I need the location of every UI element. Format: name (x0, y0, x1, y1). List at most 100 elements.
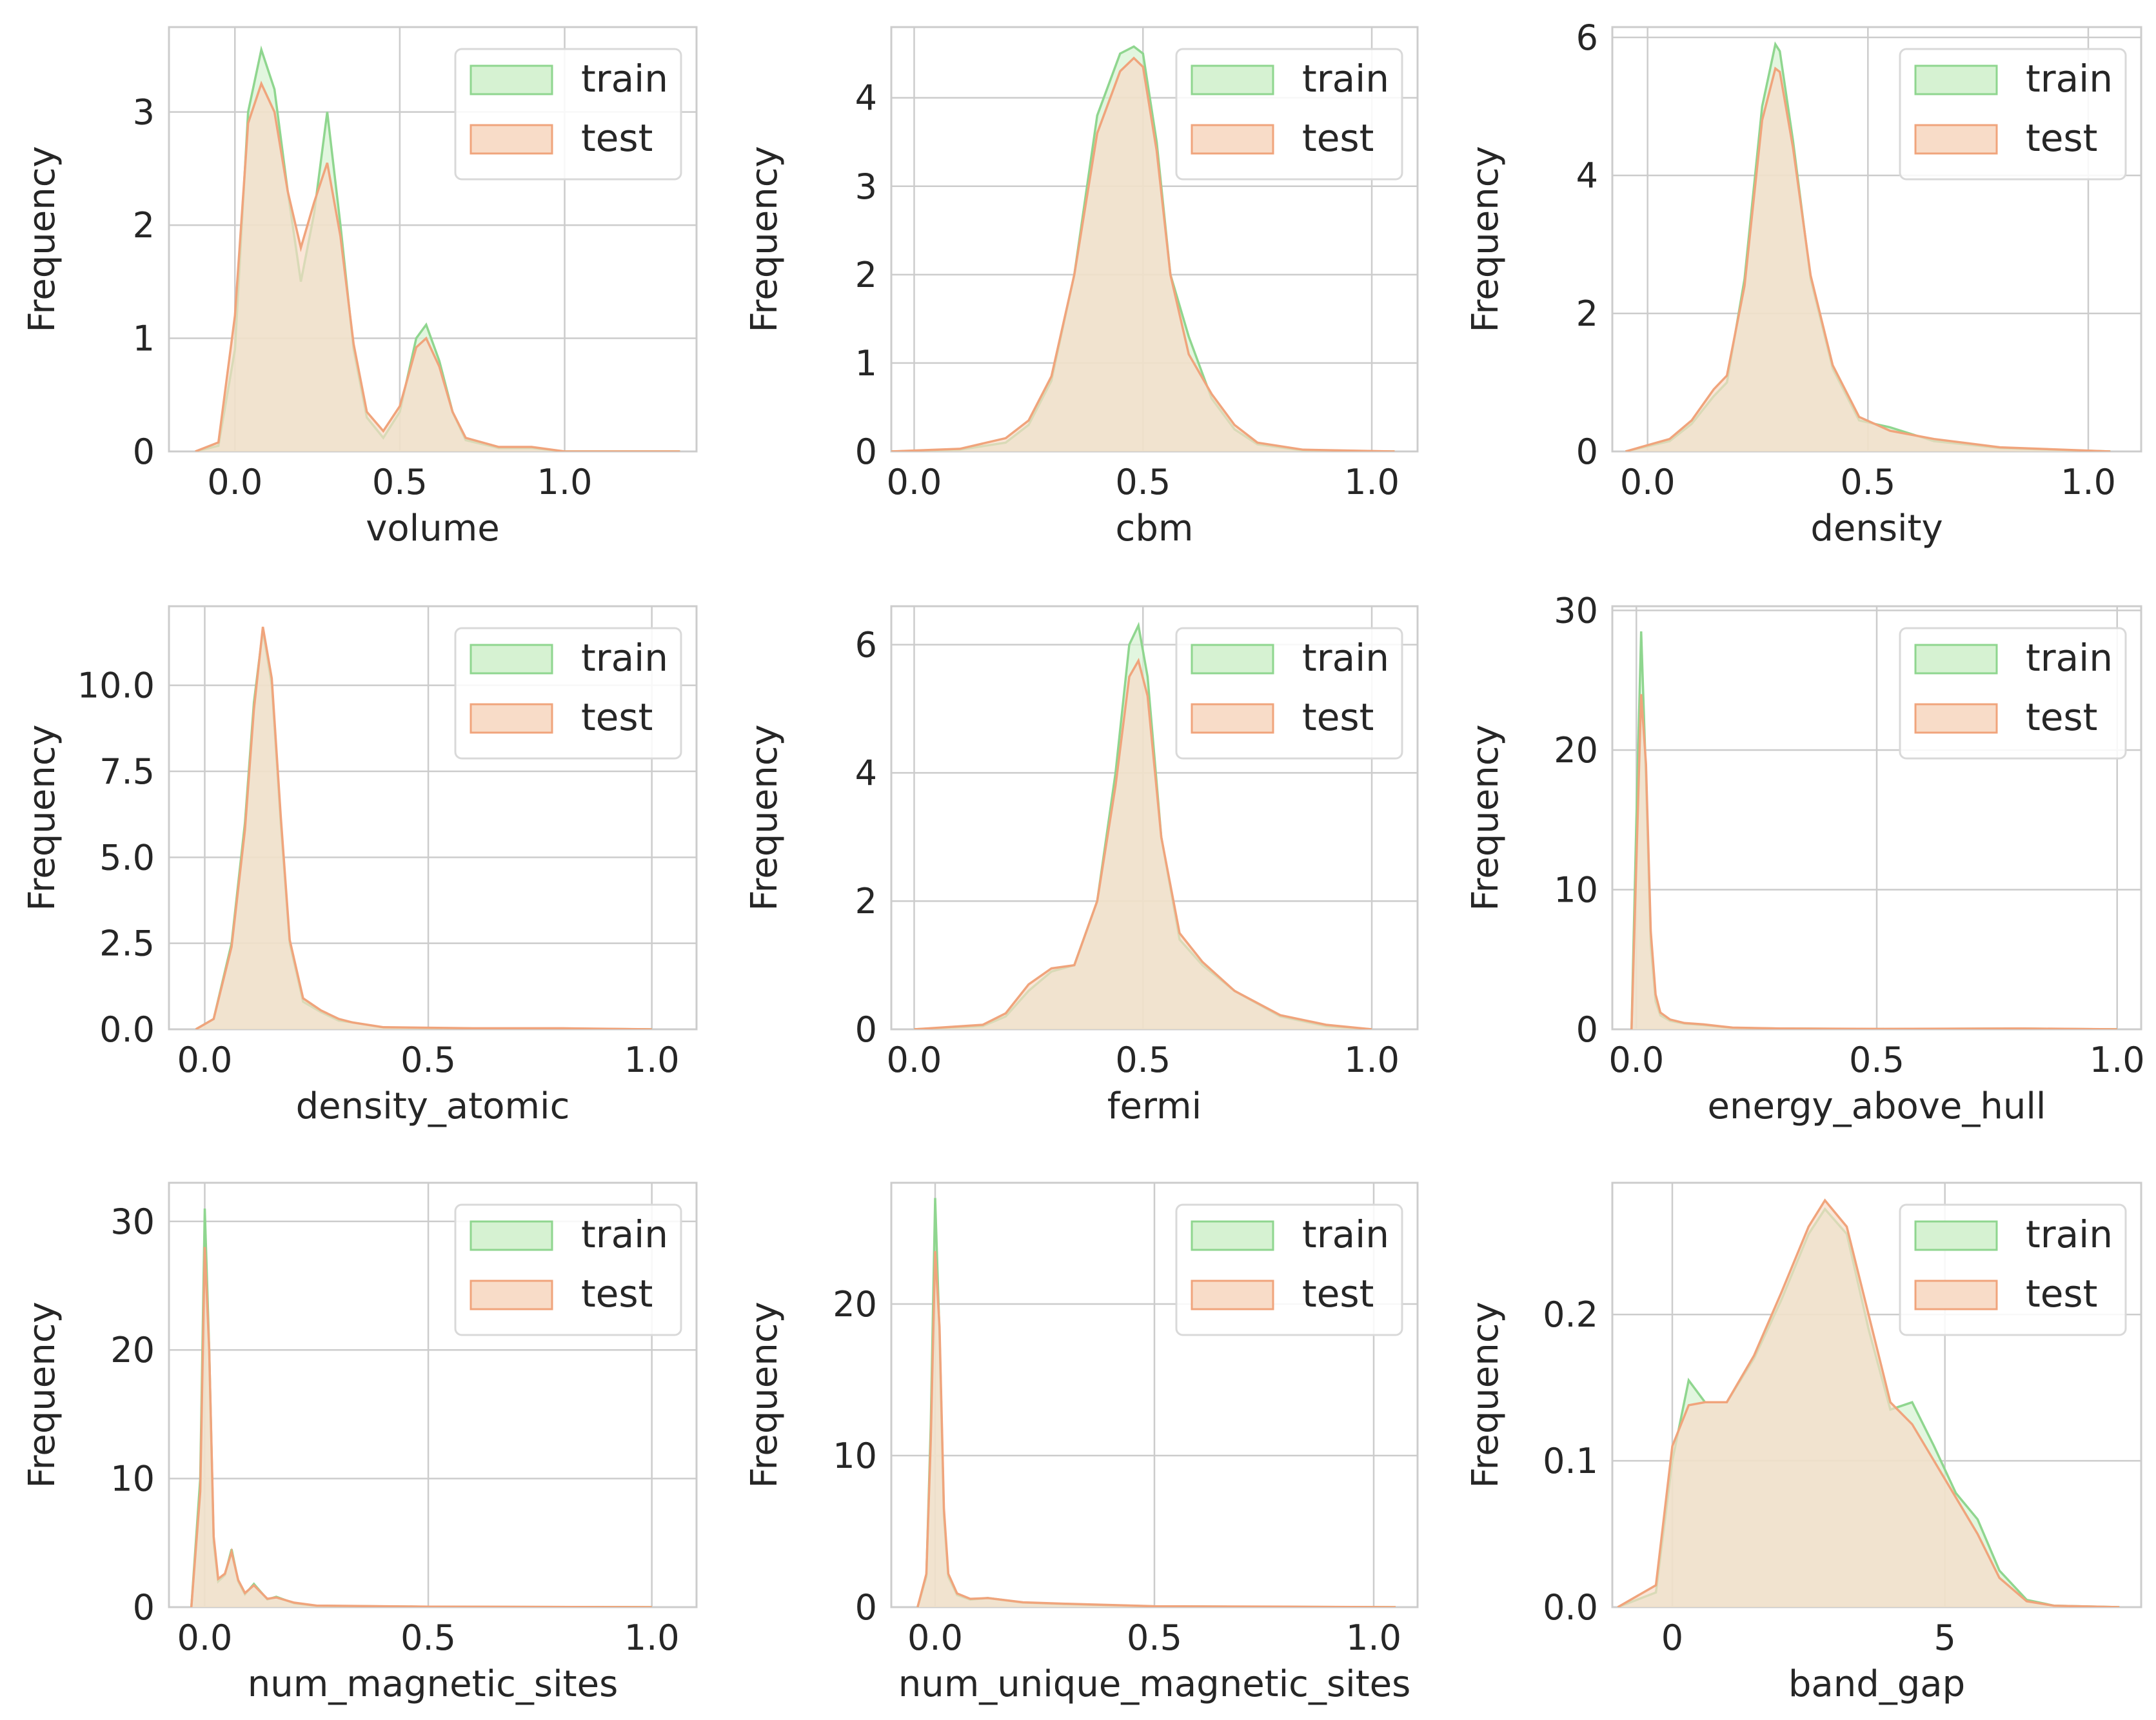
y-axis-label: Frequency (1465, 146, 1507, 332)
legend: train test (1175, 627, 1403, 760)
x-tick-label: 0.5 (1840, 462, 1895, 502)
legend-label-test: test (581, 695, 653, 739)
series-group (1625, 41, 2111, 451)
x-tick-label: 1.0 (624, 1617, 680, 1658)
series-line-test (916, 1250, 1396, 1607)
y-tick-label: 2 (855, 255, 877, 295)
y-axis-label: Frequency (21, 146, 63, 332)
x-axis-label: density (1810, 508, 1943, 549)
legend-swatch-test (1191, 1280, 1274, 1310)
legend-swatch-test (470, 124, 553, 155)
x-axis-label: band_gap (1788, 1663, 1965, 1705)
x-axis-label: density_atomic (296, 1085, 570, 1127)
legend: train test (454, 627, 682, 760)
y-axis-label: Frequency (21, 724, 63, 911)
y-tick-label: 0 (133, 1587, 155, 1628)
series-line-test (1630, 694, 2117, 1029)
legend: train test (1899, 48, 2127, 181)
series-area-test (1625, 68, 2111, 451)
x-axis-label: energy_above_hull (1708, 1085, 2046, 1127)
x-tick-label: 0.5 (1115, 1040, 1171, 1080)
y-tick-label: 10 (110, 1459, 155, 1499)
panel-volume: 0.0 0.5 1.0 0 1 2 3 volume Frequency train test (21, 26, 698, 549)
legend-swatch-train (1914, 64, 1998, 95)
y-tick-label: 7.5 (99, 751, 155, 792)
y-tick-label: 20 (1554, 730, 1598, 771)
y-tick-label: 20 (833, 1284, 877, 1325)
legend-label-test: test (2026, 1272, 2097, 1316)
x-tick-label: 0.0 (907, 1617, 963, 1658)
x-tick-label: 0.5 (1849, 1040, 1904, 1080)
legend-label-test: test (1302, 695, 1374, 739)
series-group (914, 622, 1372, 1029)
series-group (195, 626, 652, 1029)
panel-band_gap: 0 5 0.0 0.1 0.2 band_gap Frequency train test (1465, 1181, 2142, 1705)
y-tick-label: 10 (833, 1436, 877, 1476)
legend-label-train: train (1302, 636, 1389, 680)
legend-swatch-test (1914, 124, 1998, 155)
legend-swatch-train (1914, 1220, 1998, 1251)
y-tick-label: 10.0 (77, 666, 155, 706)
y-axis-label: Frequency (744, 146, 786, 332)
y-tick-label: 0.0 (1543, 1587, 1598, 1628)
legend-swatch-test (470, 1280, 553, 1310)
legend-label-test: test (581, 116, 653, 160)
series-group (1617, 1198, 2120, 1607)
y-tick-label: 5.0 (99, 837, 155, 878)
series-line-test (891, 56, 1395, 451)
legend: train test (454, 1203, 682, 1336)
y-tick-label: 3 (133, 92, 155, 133)
x-tick-label: 1.0 (1344, 462, 1399, 502)
legend-swatch-train (1914, 644, 1998, 675)
x-tick-label: 1.0 (1344, 1040, 1399, 1080)
legend-label-train: train (1302, 57, 1389, 101)
legend-swatch-train (1191, 1220, 1274, 1251)
x-tick-label: 1.0 (2061, 462, 2116, 502)
x-axis-label: fermi (1107, 1085, 1202, 1127)
legend: train test (1899, 627, 2127, 760)
legend-label-train: train (2026, 1212, 2113, 1256)
panel-density_atomic: 0.0 0.5 1.0 0.0 2.5 5.0 7.5 10.0 density_atomic F… (21, 605, 698, 1127)
x-tick-label: 5 (1933, 1617, 1955, 1658)
x-tick-label: 1.0 (624, 1040, 680, 1080)
y-tick-label: 0 (855, 431, 877, 472)
y-tick-label: 0.1 (1543, 1441, 1598, 1481)
panel-density: 0.0 0.5 1.0 0 2 4 6 density Frequency train test (1465, 17, 2142, 549)
y-axis-label: Frequency (1465, 1301, 1507, 1488)
x-tick-label: 0.5 (1127, 1617, 1182, 1658)
series-group (1630, 631, 2117, 1029)
legend-label-train: train (581, 1212, 668, 1256)
legend-label-train: train (2026, 636, 2113, 680)
legend: train test (1175, 1203, 1403, 1336)
y-tick-label: 4 (1576, 155, 1598, 196)
legend: train test (454, 48, 682, 181)
x-axis-label: cbm (1116, 508, 1194, 549)
y-tick-label: 4 (855, 753, 877, 793)
series-line-test (195, 626, 652, 1029)
y-tick-label: 2 (1576, 293, 1598, 334)
series-group (190, 1208, 652, 1607)
y-tick-label: 0 (1576, 1009, 1598, 1050)
legend-swatch-test (1914, 1280, 1998, 1310)
x-tick-label: 0 (1661, 1617, 1683, 1658)
y-tick-label: 1 (855, 343, 877, 384)
legend-label-train: train (581, 636, 668, 680)
series-line-test (914, 657, 1372, 1029)
legend-label-train: train (2026, 57, 2113, 101)
legend-label-train: train (1302, 1212, 1389, 1256)
x-tick-label: 0.0 (207, 462, 262, 502)
panel-num_unique_magnetic_sites: 0.0 0.5 1.0 0 10 20 num_unique_magnetic_sites F… (744, 1181, 1419, 1705)
series-area-test (914, 660, 1372, 1029)
legend-swatch-train (470, 644, 553, 675)
x-tick-label: 0.5 (1115, 462, 1171, 502)
panel-num_magnetic_sites: 0.0 0.5 1.0 0 10 20 30 num_magnetic_sites Freque… (21, 1181, 698, 1705)
x-tick-label: 1.0 (537, 462, 593, 502)
y-axis-label: Frequency (744, 724, 786, 911)
x-tick-label: 0.5 (401, 1040, 456, 1080)
legend-swatch-test (470, 703, 553, 734)
y-tick-label: 2.5 (99, 924, 155, 964)
y-tick-label: 6 (855, 625, 877, 666)
y-tick-label: 30 (1554, 590, 1598, 631)
x-tick-label: 0.0 (1608, 1040, 1664, 1080)
